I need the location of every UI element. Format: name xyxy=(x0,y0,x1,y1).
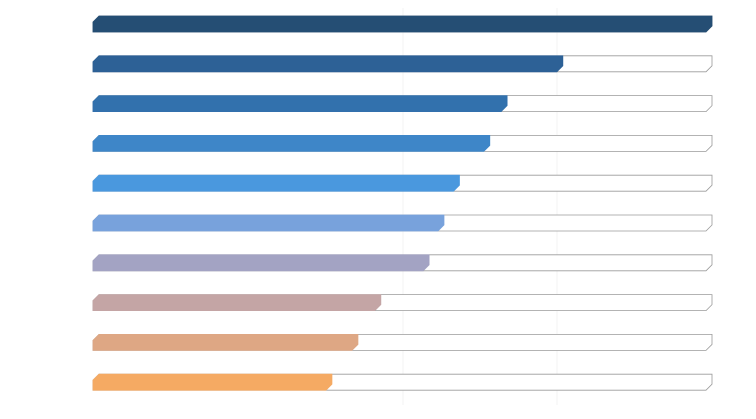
bar xyxy=(92,174,460,192)
bar xyxy=(92,254,430,272)
bar xyxy=(92,373,333,391)
bar xyxy=(92,134,491,152)
bar xyxy=(92,95,508,112)
bar xyxy=(92,15,713,33)
bar xyxy=(92,333,359,351)
bar xyxy=(92,55,564,73)
bar xyxy=(92,294,382,312)
bar xyxy=(92,214,445,232)
